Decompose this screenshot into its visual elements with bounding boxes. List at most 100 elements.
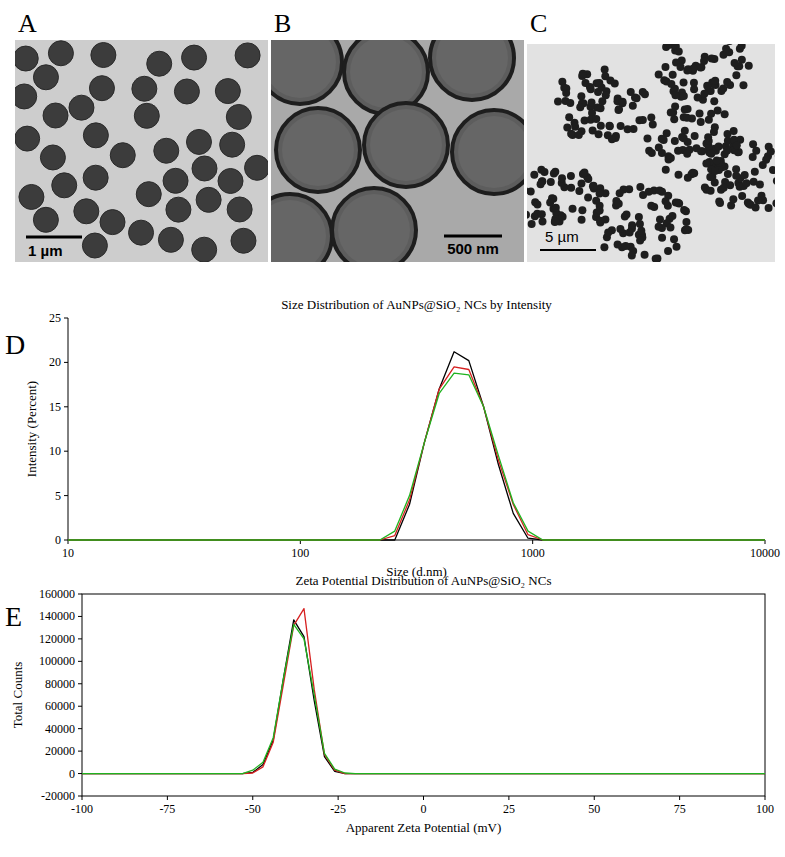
particle bbox=[683, 114, 691, 122]
particle bbox=[271, 194, 332, 262]
particle bbox=[658, 234, 666, 242]
particle bbox=[702, 159, 710, 167]
particle bbox=[163, 168, 188, 193]
particle bbox=[711, 167, 719, 175]
particle bbox=[158, 227, 183, 252]
particle bbox=[563, 123, 571, 131]
particle bbox=[622, 242, 630, 250]
figure: ABC1 µm500 nm5 µmDSize Distribution of A… bbox=[0, 0, 785, 857]
x-tick bbox=[532, 540, 533, 544]
y-tick-label: 80000 bbox=[45, 677, 75, 691]
particle bbox=[577, 180, 585, 188]
x-tick-label: 100 bbox=[291, 546, 309, 560]
background bbox=[0, 0, 785, 857]
particle bbox=[601, 216, 609, 224]
y-tick bbox=[78, 616, 82, 617]
particle bbox=[617, 122, 625, 130]
particle bbox=[533, 200, 541, 208]
particle bbox=[588, 99, 596, 107]
y-tick-label: 40000 bbox=[45, 722, 75, 736]
particle-core bbox=[350, 40, 422, 108]
particle bbox=[628, 252, 636, 260]
particle bbox=[430, 40, 514, 100]
plot-frame bbox=[82, 594, 765, 796]
particle bbox=[675, 200, 683, 208]
particle bbox=[738, 192, 746, 200]
particle bbox=[614, 241, 622, 249]
x-tick bbox=[82, 796, 83, 800]
x-tick bbox=[252, 796, 253, 800]
x-tick-label: -25 bbox=[330, 802, 346, 816]
particle bbox=[745, 62, 753, 70]
particle bbox=[670, 115, 678, 123]
particle bbox=[652, 255, 660, 262]
x-axis-title: Apparent Zeta Potential (mV) bbox=[346, 820, 502, 835]
particle bbox=[231, 228, 256, 253]
particle bbox=[713, 156, 721, 164]
particle bbox=[661, 63, 669, 71]
particle bbox=[575, 131, 583, 139]
particle bbox=[186, 129, 211, 154]
particle bbox=[82, 233, 107, 258]
particle bbox=[765, 204, 773, 212]
particle bbox=[174, 79, 199, 104]
particle bbox=[711, 77, 719, 85]
particle bbox=[700, 57, 708, 65]
particle bbox=[700, 90, 708, 98]
series-line bbox=[82, 620, 765, 774]
particle bbox=[751, 168, 759, 176]
y-tick-label: 20 bbox=[49, 355, 61, 369]
particle bbox=[546, 199, 554, 207]
x-tick bbox=[423, 796, 424, 800]
particle bbox=[635, 213, 643, 221]
particle bbox=[729, 195, 737, 203]
particle bbox=[704, 133, 712, 141]
particle bbox=[667, 154, 675, 162]
particle bbox=[83, 123, 108, 148]
particle-core bbox=[370, 109, 442, 181]
particle bbox=[276, 108, 360, 192]
particle bbox=[220, 132, 245, 157]
particle bbox=[604, 228, 612, 236]
particle bbox=[15, 126, 40, 151]
series-group bbox=[68, 352, 765, 540]
particle bbox=[707, 150, 715, 158]
particle bbox=[697, 118, 705, 126]
particle bbox=[641, 251, 649, 259]
particle bbox=[601, 66, 609, 74]
particle bbox=[602, 91, 610, 99]
series-group bbox=[82, 609, 765, 774]
particle-core bbox=[271, 40, 336, 98]
x-tick-label: 25 bbox=[503, 802, 515, 816]
particle bbox=[682, 218, 690, 226]
particle bbox=[129, 220, 154, 245]
particle bbox=[669, 109, 677, 117]
particle bbox=[716, 199, 724, 207]
y-tick bbox=[64, 495, 68, 496]
particle bbox=[680, 206, 688, 214]
particle bbox=[671, 91, 679, 99]
particle bbox=[639, 88, 647, 96]
particle bbox=[739, 81, 747, 89]
particle bbox=[166, 197, 191, 222]
particle bbox=[592, 115, 600, 123]
particle bbox=[666, 224, 674, 232]
particle bbox=[619, 98, 627, 106]
particle bbox=[578, 206, 586, 214]
particle bbox=[710, 97, 718, 105]
particle bbox=[721, 110, 729, 118]
y-tick bbox=[78, 683, 82, 684]
particle bbox=[566, 99, 574, 107]
particle bbox=[660, 136, 668, 144]
particle bbox=[565, 113, 573, 121]
particle bbox=[680, 134, 688, 142]
particle bbox=[708, 55, 716, 63]
panel-letter: E bbox=[5, 601, 22, 632]
x-tick-label: 10 bbox=[62, 546, 74, 560]
scale-bar bbox=[540, 249, 596, 251]
particle bbox=[196, 187, 221, 212]
particle bbox=[530, 171, 538, 179]
particle bbox=[154, 138, 179, 163]
x-tick bbox=[167, 796, 168, 800]
particle bbox=[647, 114, 655, 122]
